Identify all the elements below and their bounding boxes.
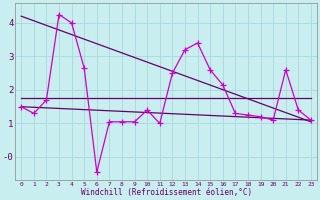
X-axis label: Windchill (Refroidissement éolien,°C): Windchill (Refroidissement éolien,°C): [81, 188, 252, 197]
